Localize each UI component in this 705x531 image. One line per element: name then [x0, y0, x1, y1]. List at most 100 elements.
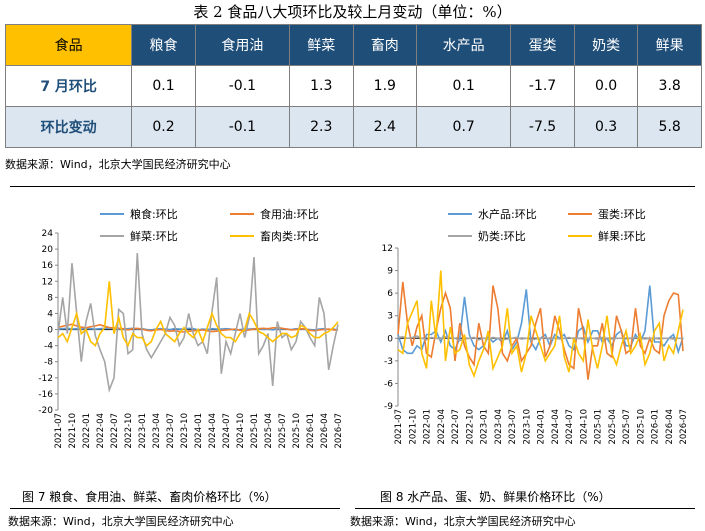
- table-cell: 0.2: [131, 106, 196, 148]
- row-label: 环比变动: [4, 106, 133, 148]
- x-tick-label: 2026-07: [679, 409, 689, 445]
- x-tick-label: 2021-10: [408, 409, 418, 445]
- table-header-row: 食品 粮食 食用油 鲜菜 畜肉 水产品 蛋类 奶类 鲜果: [4, 24, 702, 66]
- x-tick-label: 2022-07: [110, 413, 120, 449]
- x-tick-label: 2023-04: [494, 409, 504, 445]
- x-tick-label: 2025-01: [250, 413, 260, 449]
- series-line: [397, 335, 683, 342]
- fig8-chart: -9 -6 -3 0 3 6 9 12 2021-07 2021-10 2022-01 2022-04…: [382, 207, 689, 445]
- table-cell: 2.4: [352, 106, 418, 148]
- y-tick-label: 12: [382, 244, 393, 254]
- table-header-cell: 食品: [4, 24, 133, 66]
- divider: [355, 508, 695, 509]
- x-tick-label: 2024-01: [194, 413, 204, 449]
- x-tick-label: 2023-07: [166, 413, 176, 449]
- legend-label: 蛋类:环比: [598, 207, 646, 221]
- table-source: 数据来源：Wind，北京大学国民经济研究中心: [5, 158, 231, 171]
- x-tick-label: 2022-04: [437, 409, 447, 445]
- x-tick-label: 2025-04: [608, 409, 618, 445]
- fig7-panel: -20 -16 -12 -8 -4 0 4 8 12 16 20 24 2021-07 2021-10 20…: [5, 188, 350, 478]
- legend-label: 食用油:环比: [260, 207, 319, 221]
- series-line: [397, 281, 684, 380]
- x-tick-label: 2026-04: [665, 409, 675, 445]
- table-header-cell: 畜肉: [352, 24, 418, 66]
- fig8-source: 数据来源：Wind，北京大学国民经济研究中心: [350, 515, 576, 528]
- table-row: 7 月环比 0.1 -0.1 1.3 1.9 0.1 -1.7 0.0 3.8: [4, 65, 702, 107]
- x-tick-label: 2023-10: [180, 413, 190, 449]
- y-tick-label: -3: [384, 357, 393, 367]
- y-tick-label: 24: [42, 229, 54, 239]
- table-header-cell: 粮食: [131, 24, 196, 66]
- table-cell: 2.3: [289, 106, 354, 148]
- table-header-cell: 蛋类: [510, 24, 575, 66]
- y-tick-label: 8: [47, 293, 53, 303]
- x-tick-label: 2023-01: [138, 413, 148, 449]
- x-tick-label: 2024-10: [236, 413, 246, 449]
- x-tick-label: 2022-10: [465, 409, 475, 445]
- table-header-cell: 水产品: [416, 24, 512, 66]
- legend-label: 粮食:环比: [130, 207, 178, 221]
- x-tick-label: 2025-04: [264, 413, 274, 449]
- series-line: [57, 253, 339, 393]
- fig7-source: 数据来源：Wind，北京大学国民经济研究中心: [8, 515, 234, 528]
- fig8-panel: -9 -6 -3 0 3 6 9 12 2021-07 2021-10 2022-01 2022-04…: [353, 188, 698, 478]
- table-cell: 0.0: [573, 65, 639, 107]
- y-tick-label: -8: [44, 358, 53, 368]
- table-cell: 0.7: [416, 106, 512, 148]
- x-tick-label: 2025-01: [594, 409, 604, 445]
- table-cell: 3.8: [637, 65, 702, 107]
- y-tick-label: 9: [387, 267, 393, 277]
- series-line: [57, 281, 339, 348]
- y-tick-label: 3: [387, 312, 393, 322]
- y-tick-label: 6: [387, 289, 393, 299]
- x-tick-label: 2024-04: [551, 409, 561, 445]
- x-tick-label: 2026-01: [306, 413, 316, 449]
- legend-label: 奶类:环比: [478, 229, 526, 243]
- y-tick-label: 4: [47, 309, 53, 319]
- x-tick-label: 2025-07: [278, 413, 288, 449]
- y-tick-label: 0: [387, 334, 393, 344]
- fig7-chart: -20 -16 -12 -8 -4 0 4 8 12 16 20 24 2021-07 2021-10 20…: [38, 207, 344, 449]
- x-tick-label: 2025-10: [636, 409, 646, 445]
- x-tick-label: 2021-10: [68, 413, 78, 449]
- y-tick-label: -16: [38, 390, 53, 400]
- x-tick-label: 2022-10: [124, 413, 134, 449]
- table-header-cell: 鲜果: [637, 24, 702, 66]
- x-tick-label: 2024-10: [579, 409, 589, 445]
- y-tick-label: -12: [38, 374, 53, 384]
- legend-label: 畜肉类:环比: [260, 229, 319, 243]
- row-label: 7 月环比: [4, 65, 133, 107]
- series-line: [397, 270, 684, 379]
- x-tick-label: 2022-01: [82, 413, 92, 449]
- legend-label: 鲜果:环比: [598, 229, 646, 243]
- table-cell: 0.1: [416, 65, 512, 107]
- x-tick-label: 2025-07: [622, 409, 632, 445]
- divider: [10, 508, 340, 509]
- table-cell: 1.3: [289, 65, 354, 107]
- y-tick-label: -6: [384, 379, 393, 389]
- x-tick-label: 2024-07: [565, 409, 575, 445]
- table-title: 表 2 食品八大项环比及较上月变动（单位：%）: [193, 3, 512, 21]
- y-tick-label: 20: [42, 245, 54, 255]
- table-cell: 0.1: [131, 65, 196, 107]
- x-tick-label: 2026-07: [334, 413, 344, 449]
- table-cell: 0.3: [573, 106, 639, 148]
- y-tick-label: 0: [47, 326, 53, 336]
- table-header-cell: 奶类: [573, 24, 639, 66]
- x-tick-label: 2023-04: [152, 413, 162, 449]
- x-tick-label: 2026-01: [651, 409, 661, 445]
- table-cell: -7.5: [510, 106, 575, 148]
- y-tick-label: 16: [42, 261, 54, 271]
- fig8-caption: 图 8 水产品、蛋、奶、鲜果价格环比（%）: [380, 490, 611, 504]
- table-header-cell: 食用油: [194, 24, 291, 66]
- x-tick-label: 2023-01: [480, 409, 490, 445]
- x-tick-label: 2022-01: [423, 409, 433, 445]
- table-header-cell: 鲜菜: [289, 24, 354, 66]
- x-tick-label: 2025-10: [292, 413, 302, 449]
- fig7-caption: 图 7 粮食、食用油、鲜菜、畜肉价格环比（%）: [22, 490, 277, 504]
- divider: [10, 186, 695, 187]
- legend-label: 水产品:环比: [478, 207, 537, 221]
- table-cell: -0.1: [194, 106, 291, 148]
- x-tick-label: 2024-07: [222, 413, 232, 449]
- table-row: 环比变动 0.2 -0.1 2.3 2.4 0.7 -7.5 0.3 5.8: [4, 106, 702, 148]
